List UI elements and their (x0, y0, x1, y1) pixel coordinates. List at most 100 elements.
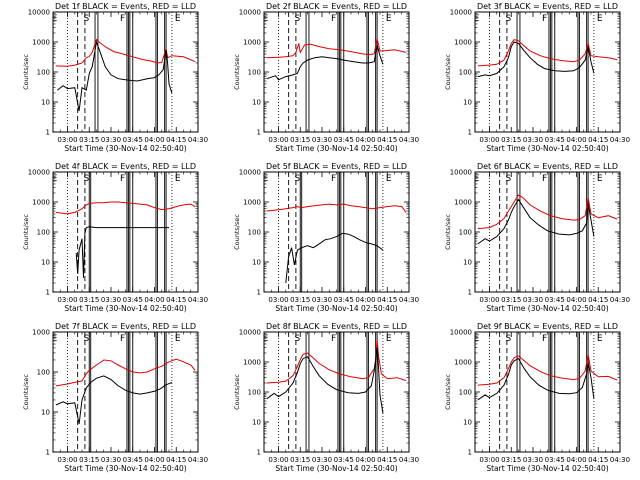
events-series-line (266, 347, 384, 414)
flag-label: E (263, 14, 269, 24)
x-tick-label: 03:45 (545, 296, 565, 304)
y-tick-label: 1 (468, 129, 472, 137)
x-tick-label: 03:00 (479, 456, 499, 464)
y-axis-label: Counts/sec (233, 54, 241, 90)
lld-series-line (477, 194, 618, 230)
x-tick-label: 03:30 (523, 456, 543, 464)
x-tick-label: 04:15 (166, 456, 186, 464)
panel-title: Det 5f BLACK = Events, RED = LLD (266, 162, 407, 171)
x-axis-label: Start Time (30-Nov-14 02:50:40) (486, 304, 608, 313)
y-tick-label: 10000 (28, 9, 50, 17)
x-tick-label: 03:00 (268, 296, 288, 304)
x-tick-label: 04:00 (355, 456, 375, 464)
y-tick-label: 1000 (32, 329, 50, 337)
x-tick-label: 04:30 (399, 456, 419, 464)
flag-label: F (542, 174, 547, 184)
y-axis-label: Counts/sec (22, 214, 30, 250)
y-axis-label: Counts/sec (444, 374, 452, 410)
x-tick-label: 03:30 (523, 296, 543, 304)
x-tick-label: 03:15 (79, 136, 99, 144)
flag-label: F (542, 14, 547, 24)
flag-label: S (294, 174, 300, 184)
y-tick-label: 100 (459, 389, 472, 397)
y-tick-label: 1000 (32, 199, 50, 207)
y-tick-label: 1 (257, 449, 261, 457)
x-tick-label: 03:45 (123, 296, 143, 304)
lld-series-line (55, 358, 196, 387)
y-tick-label: 100 (459, 229, 472, 237)
x-axis-label: Start Time (30-Nov-14 02:50:40) (64, 464, 186, 473)
x-tick-label: 04:00 (566, 296, 586, 304)
flag-label: S (505, 174, 511, 184)
panel-title: Det 7f BLACK = Events, RED = LLD (55, 322, 196, 331)
flag-label: E (175, 334, 181, 344)
lld-series-line (266, 203, 407, 213)
x-tick-label: 04:30 (188, 296, 208, 304)
y-tick-label: 10 (41, 259, 50, 267)
y-tick-label: 1000 (454, 199, 472, 207)
y-tick-label: 100 (248, 69, 261, 77)
x-tick-label: 04:30 (610, 296, 630, 304)
panel-7: 1 10 100 1000 03:00 03:15 03:30 03:45 04:00 04:15… (22, 322, 208, 473)
y-tick-label: 10 (41, 99, 50, 107)
y-tick-label: 100 (37, 369, 50, 377)
x-axis-label: Start Time (30-Nov-14 02:50:40) (275, 304, 397, 313)
x-tick-label: 04:00 (144, 136, 164, 144)
x-tick-label: 03:15 (501, 136, 521, 144)
flag-label: E (597, 174, 603, 184)
y-tick-label: 1000 (243, 39, 261, 47)
x-tick-label: 04:15 (377, 136, 397, 144)
y-tick-label: 10 (252, 99, 261, 107)
flag-label: E (474, 174, 480, 184)
x-tick-label: 03:30 (312, 136, 332, 144)
x-tick-label: 03:15 (79, 456, 99, 464)
x-axis-label: Start Time (30-Nov-14 02:50:40) (486, 144, 608, 153)
x-tick-label: 04:00 (355, 296, 375, 304)
flag-label: E (474, 334, 480, 344)
flag-label: E (175, 174, 181, 184)
x-tick-label: 04:15 (588, 296, 608, 304)
x-tick-label: 03:30 (312, 296, 332, 304)
x-tick-label: 03:45 (334, 456, 354, 464)
x-tick-label: 03:00 (479, 136, 499, 144)
x-tick-label: 03:15 (290, 296, 310, 304)
panel-2: 1 10 100 1000 10000 03:00 03:15 03:30 03:45 04:00… (233, 2, 419, 153)
y-axis-label: Counts/sec (233, 374, 241, 410)
y-tick-label: 10 (41, 409, 50, 417)
x-axis-label: Start Time (30-Nov-14 02:50:40) (64, 304, 186, 313)
x-tick-label: 03:45 (123, 456, 143, 464)
y-tick-label: 10 (252, 259, 261, 267)
y-tick-label: 10000 (239, 169, 261, 177)
panel-title: Det 9f BLACK = Events, RED = LLD (477, 322, 618, 331)
flag-label: E (52, 174, 58, 184)
x-axis-label: Start Time (30-Nov-14 02:50:40) (275, 464, 397, 473)
y-tick-label: 1000 (243, 359, 261, 367)
events-series-line (285, 232, 384, 284)
events-series-line (477, 41, 595, 78)
x-tick-label: 04:30 (399, 296, 419, 304)
x-tick-label: 04:30 (188, 136, 208, 144)
flag-label: S (294, 334, 300, 344)
lld-series-line (55, 201, 196, 215)
lld-series-line (266, 38, 407, 59)
y-axis-label: Counts/sec (233, 214, 241, 250)
x-tick-label: 03:00 (57, 136, 77, 144)
flag-label: F (120, 14, 125, 24)
lld-series-line (266, 339, 407, 384)
y-tick-label: 10000 (450, 9, 472, 17)
flag-label: E (597, 14, 603, 24)
flag-label: F (542, 334, 547, 344)
y-tick-label: 100 (37, 69, 50, 77)
flag-label: S (83, 14, 89, 24)
y-tick-label: 1 (46, 129, 50, 137)
x-tick-label: 04:00 (566, 456, 586, 464)
y-tick-label: 10000 (28, 169, 50, 177)
panel-title: Det 1f BLACK = Events, RED = LLD (55, 2, 196, 11)
y-tick-label: 1000 (454, 39, 472, 47)
flag-label: E (386, 174, 392, 184)
events-series-line (55, 375, 173, 425)
y-axis-label: Counts/sec (444, 214, 452, 250)
flag-label: S (83, 174, 89, 184)
x-tick-label: 03:30 (101, 136, 121, 144)
